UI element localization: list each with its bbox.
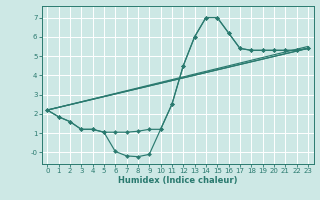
X-axis label: Humidex (Indice chaleur): Humidex (Indice chaleur) (118, 176, 237, 185)
